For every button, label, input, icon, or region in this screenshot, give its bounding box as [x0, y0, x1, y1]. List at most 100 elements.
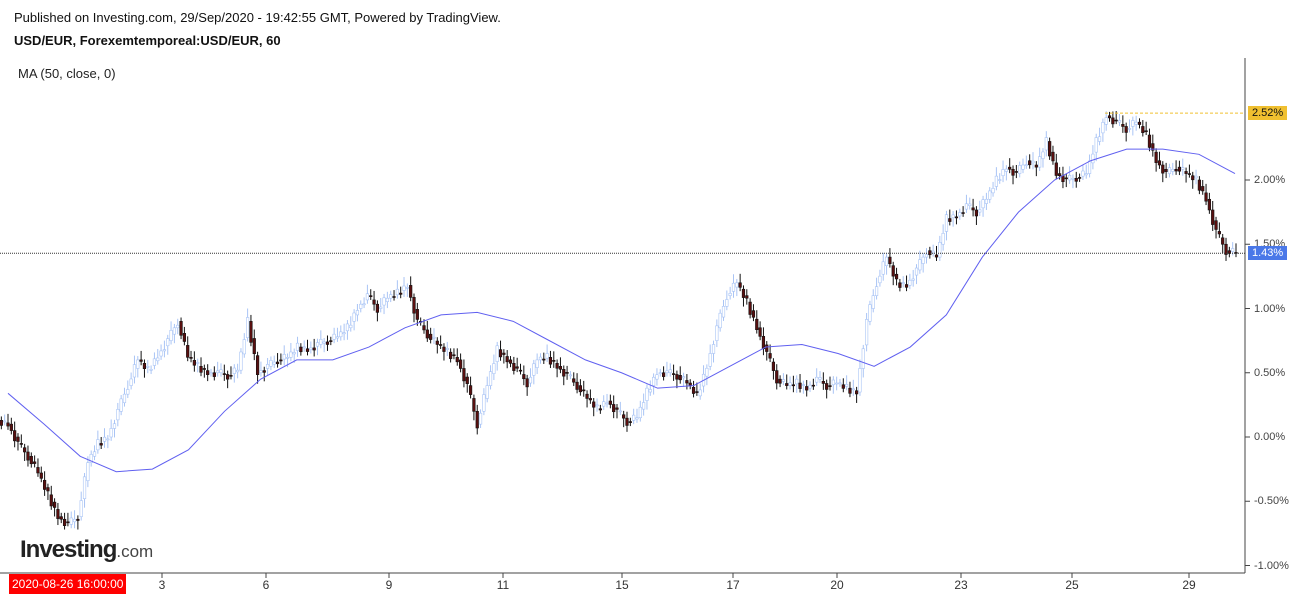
- candle-body: [166, 338, 170, 347]
- candle-body: [768, 353, 772, 359]
- candle-body: [302, 346, 306, 349]
- candle-body: [954, 216, 959, 219]
- candle-body: [798, 382, 802, 389]
- candle-body: [136, 359, 140, 369]
- candle-body: [818, 377, 822, 380]
- candle-body: [3, 420, 7, 423]
- candle-body: [272, 361, 276, 365]
- candle-body: [981, 199, 985, 209]
- candle-body: [845, 384, 849, 387]
- candle-body: [911, 278, 915, 281]
- candle-body: [548, 357, 553, 365]
- candle-body: [1197, 179, 1201, 191]
- candle-body: [1008, 166, 1012, 170]
- candle-body: [292, 352, 296, 355]
- x-tick-label: 17: [726, 578, 740, 592]
- candle-body: [898, 282, 902, 288]
- candle-body: [505, 356, 509, 363]
- candle-body: [1054, 162, 1058, 176]
- candle-body: [475, 410, 479, 429]
- high-badge: 2.52%: [1248, 106, 1288, 121]
- candle-body: [1011, 168, 1015, 176]
- candle-body: [585, 393, 589, 399]
- candle-body: [92, 451, 97, 457]
- candle-body: [9, 423, 13, 431]
- candle-body: [855, 390, 859, 395]
- candle-body: [565, 372, 569, 374]
- indicator-label[interactable]: MA (50, close, 0): [18, 66, 116, 81]
- candle-body: [279, 359, 283, 362]
- candle-body: [1184, 171, 1188, 174]
- candle-body: [282, 354, 286, 360]
- candle-body: [718, 312, 722, 329]
- candle-body: [495, 345, 499, 362]
- candle-body: [176, 324, 180, 329]
- candle-body: [605, 402, 609, 405]
- candle-body: [1038, 156, 1042, 168]
- candle-body: [119, 398, 123, 412]
- candle-body: [345, 323, 350, 332]
- candle-body: [652, 376, 656, 386]
- candle-body: [1191, 175, 1195, 181]
- candle-body: [711, 344, 716, 354]
- candle-body: [1024, 164, 1028, 166]
- candle-body: [532, 363, 536, 376]
- candle-body: [1014, 171, 1018, 173]
- candle-body: [262, 370, 266, 373]
- candle-body: [458, 359, 463, 369]
- candle-body: [958, 212, 962, 217]
- candle-body: [395, 288, 399, 296]
- candle-body: [99, 443, 103, 446]
- candle-body: [455, 357, 459, 363]
- candle-body: [1151, 143, 1155, 151]
- candle-body: [525, 378, 529, 388]
- candle-body: [385, 297, 389, 302]
- candle-body: [865, 319, 869, 346]
- candle-body: [635, 417, 639, 420]
- candle-body: [1111, 117, 1115, 125]
- candle-body: [1147, 134, 1152, 148]
- candle-body: [874, 286, 879, 296]
- candle-body: [562, 369, 566, 377]
- candle-body: [1127, 128, 1132, 130]
- candle-body: [615, 407, 619, 410]
- candle-body: [16, 436, 20, 442]
- candle-body: [502, 352, 506, 355]
- candle-body: [379, 306, 383, 309]
- candle-body: [924, 254, 929, 258]
- candle-body: [1204, 192, 1208, 202]
- candle-body: [19, 443, 23, 445]
- candle-body: [708, 353, 712, 367]
- candle-body: [259, 370, 263, 374]
- candle-body: [1161, 164, 1165, 174]
- candle-body: [612, 404, 616, 413]
- candle-body: [622, 414, 626, 419]
- candle-body: [884, 256, 889, 266]
- candle-body: [109, 428, 113, 438]
- candle-body: [941, 233, 945, 245]
- candle-body: [1041, 151, 1045, 159]
- candle-body: [725, 299, 729, 307]
- candle-body: [275, 361, 280, 365]
- candle-body: [1121, 124, 1125, 127]
- candle-body: [961, 212, 965, 214]
- y-tick-label: -0.50%: [1254, 495, 1289, 508]
- candle-body: [132, 364, 137, 378]
- candle-body: [0, 419, 3, 426]
- ma-line: [7, 148, 1236, 473]
- candle-body: [578, 385, 583, 393]
- candle-body: [485, 385, 489, 399]
- candle-body: [765, 344, 769, 352]
- candle-body: [805, 386, 809, 391]
- candle-body: [1101, 122, 1105, 134]
- candle-body: [878, 275, 882, 284]
- candle-body: [918, 259, 922, 271]
- candle-body: [748, 301, 752, 315]
- candle-body: [82, 476, 87, 499]
- candle-body: [402, 285, 406, 291]
- candle-body: [515, 366, 519, 369]
- candle-body: [102, 436, 107, 442]
- candle-body: [399, 292, 403, 295]
- candle-body: [1124, 126, 1128, 133]
